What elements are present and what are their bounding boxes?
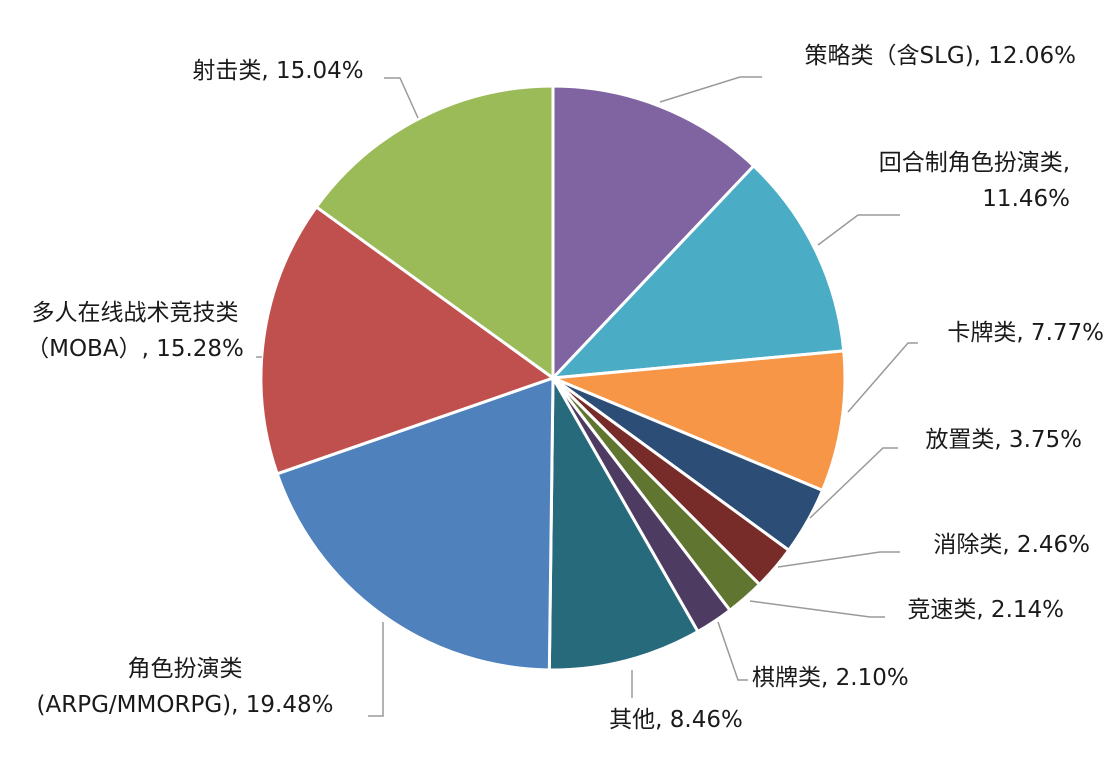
slice-labels: 策略类（含SLG), 12.06% 回合制角色扮演类, 11.46% 卡牌类, 7.7… xyxy=(26,43,1104,733)
pie-slice-10 xyxy=(259,205,555,476)
slice-label-line: 11.46% xyxy=(982,186,1070,212)
leader-line-11 xyxy=(384,77,419,119)
pie-slice-8 xyxy=(547,376,700,672)
pie-slice-3 xyxy=(551,349,847,492)
slice-label-1: 策略类（含SLG), 12.06% xyxy=(804,43,1076,69)
slice-label-line: 角色扮演类 xyxy=(128,656,243,682)
leader-line-1 xyxy=(659,76,762,103)
slice-label-line: (ARPG/MMORPG), 19.48% xyxy=(37,692,334,718)
slice-label-11: 射击类, 15.04% xyxy=(192,58,363,84)
leader-lines xyxy=(256,76,918,717)
slice-label-line: 消除类, 2.46% xyxy=(933,532,1090,558)
slice-label-9: 角色扮演类 (ARPG/MMORPG), 19.48% xyxy=(37,656,334,718)
pie-slices xyxy=(259,84,847,672)
leader-line-3 xyxy=(847,342,918,413)
slice-label-line: 棋牌类, 2.10% xyxy=(752,665,909,691)
leader-line-9 xyxy=(368,622,384,717)
leader-line-7 xyxy=(717,621,748,681)
slice-label-6: 竞速类, 2.14% xyxy=(907,597,1064,623)
slice-label-4: 放置类, 3.75% xyxy=(925,427,1082,453)
leader-line-6 xyxy=(749,600,885,618)
slice-label-line: 竞速类, 2.14% xyxy=(907,597,1064,623)
slice-label-line: 放置类, 3.75% xyxy=(925,427,1082,453)
slice-label-10: 多人在线战术竞技类 （MOBA）, 15.28% xyxy=(26,300,244,362)
slice-label-line: 射击类, 15.04% xyxy=(192,58,363,84)
leader-line-4 xyxy=(809,447,898,519)
slice-label-3: 卡牌类, 7.77% xyxy=(947,320,1104,346)
slice-label-7: 棋牌类, 2.10% xyxy=(752,665,909,691)
pie-slice-11 xyxy=(314,84,555,380)
slice-label-8: 其他, 8.46% xyxy=(609,707,743,733)
pie-slice-2 xyxy=(551,164,846,380)
slice-label-line: （MOBA）, 15.28% xyxy=(26,336,244,362)
slice-label-line: 其他, 8.46% xyxy=(609,707,743,733)
leader-line-5 xyxy=(777,551,900,568)
slice-label-5: 消除类, 2.46% xyxy=(933,532,1090,558)
pie-slice-1 xyxy=(551,84,756,380)
slice-label-line: 策略类（含SLG), 12.06% xyxy=(804,43,1076,69)
slice-label-line: 多人在线战术竞技类 xyxy=(32,300,239,326)
slice-label-2: 回合制角色扮演类, 11.46% xyxy=(879,150,1070,212)
leader-line-2 xyxy=(817,214,900,246)
slice-label-line: 回合制角色扮演类, xyxy=(879,150,1070,176)
slice-label-line: 卡牌类, 7.77% xyxy=(947,320,1104,346)
